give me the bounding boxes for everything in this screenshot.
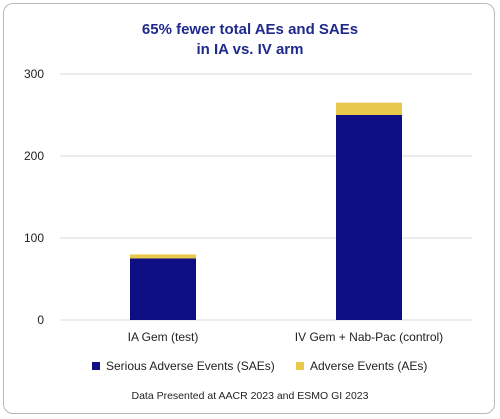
legend-swatch-saes (92, 362, 100, 370)
legend-item-saes: Serious Adverse Events (SAEs) (92, 359, 275, 373)
chart-title: 65% fewer total AEs and SAEs in IA vs. I… (0, 20, 500, 60)
x-tick-label-0: IA Gem (test) (128, 330, 199, 344)
chart-title-line-1: 65% fewer total AEs and SAEs (141, 21, 359, 38)
bar-saes-1 (336, 115, 402, 320)
y-tick-label-100: 100 (24, 231, 44, 245)
y-tick-label-300: 300 (24, 67, 44, 81)
bar-aes-0 (130, 254, 196, 259)
y-tick-label-200: 200 (24, 149, 44, 163)
bar-aes-1 (336, 102, 402, 115)
chart-title-line-2: in IA vs. IV arm (196, 41, 304, 58)
bar-saes-0 (130, 258, 196, 320)
legend-label-saes: Serious Adverse Events (SAEs) (106, 359, 275, 373)
x-tick-label-1: IV Gem + Nab-Pac (control) (295, 330, 443, 344)
y-tick-label-0: 0 (37, 313, 44, 327)
legend-item-aes: Adverse Events (AEs) (296, 359, 427, 373)
chart-frame (3, 3, 495, 414)
footnote: Data Presented at AACR 2023 and ESMO GI … (131, 390, 369, 402)
legend-swatch-aes (296, 362, 304, 370)
legend-label-aes: Adverse Events (AEs) (310, 359, 428, 373)
